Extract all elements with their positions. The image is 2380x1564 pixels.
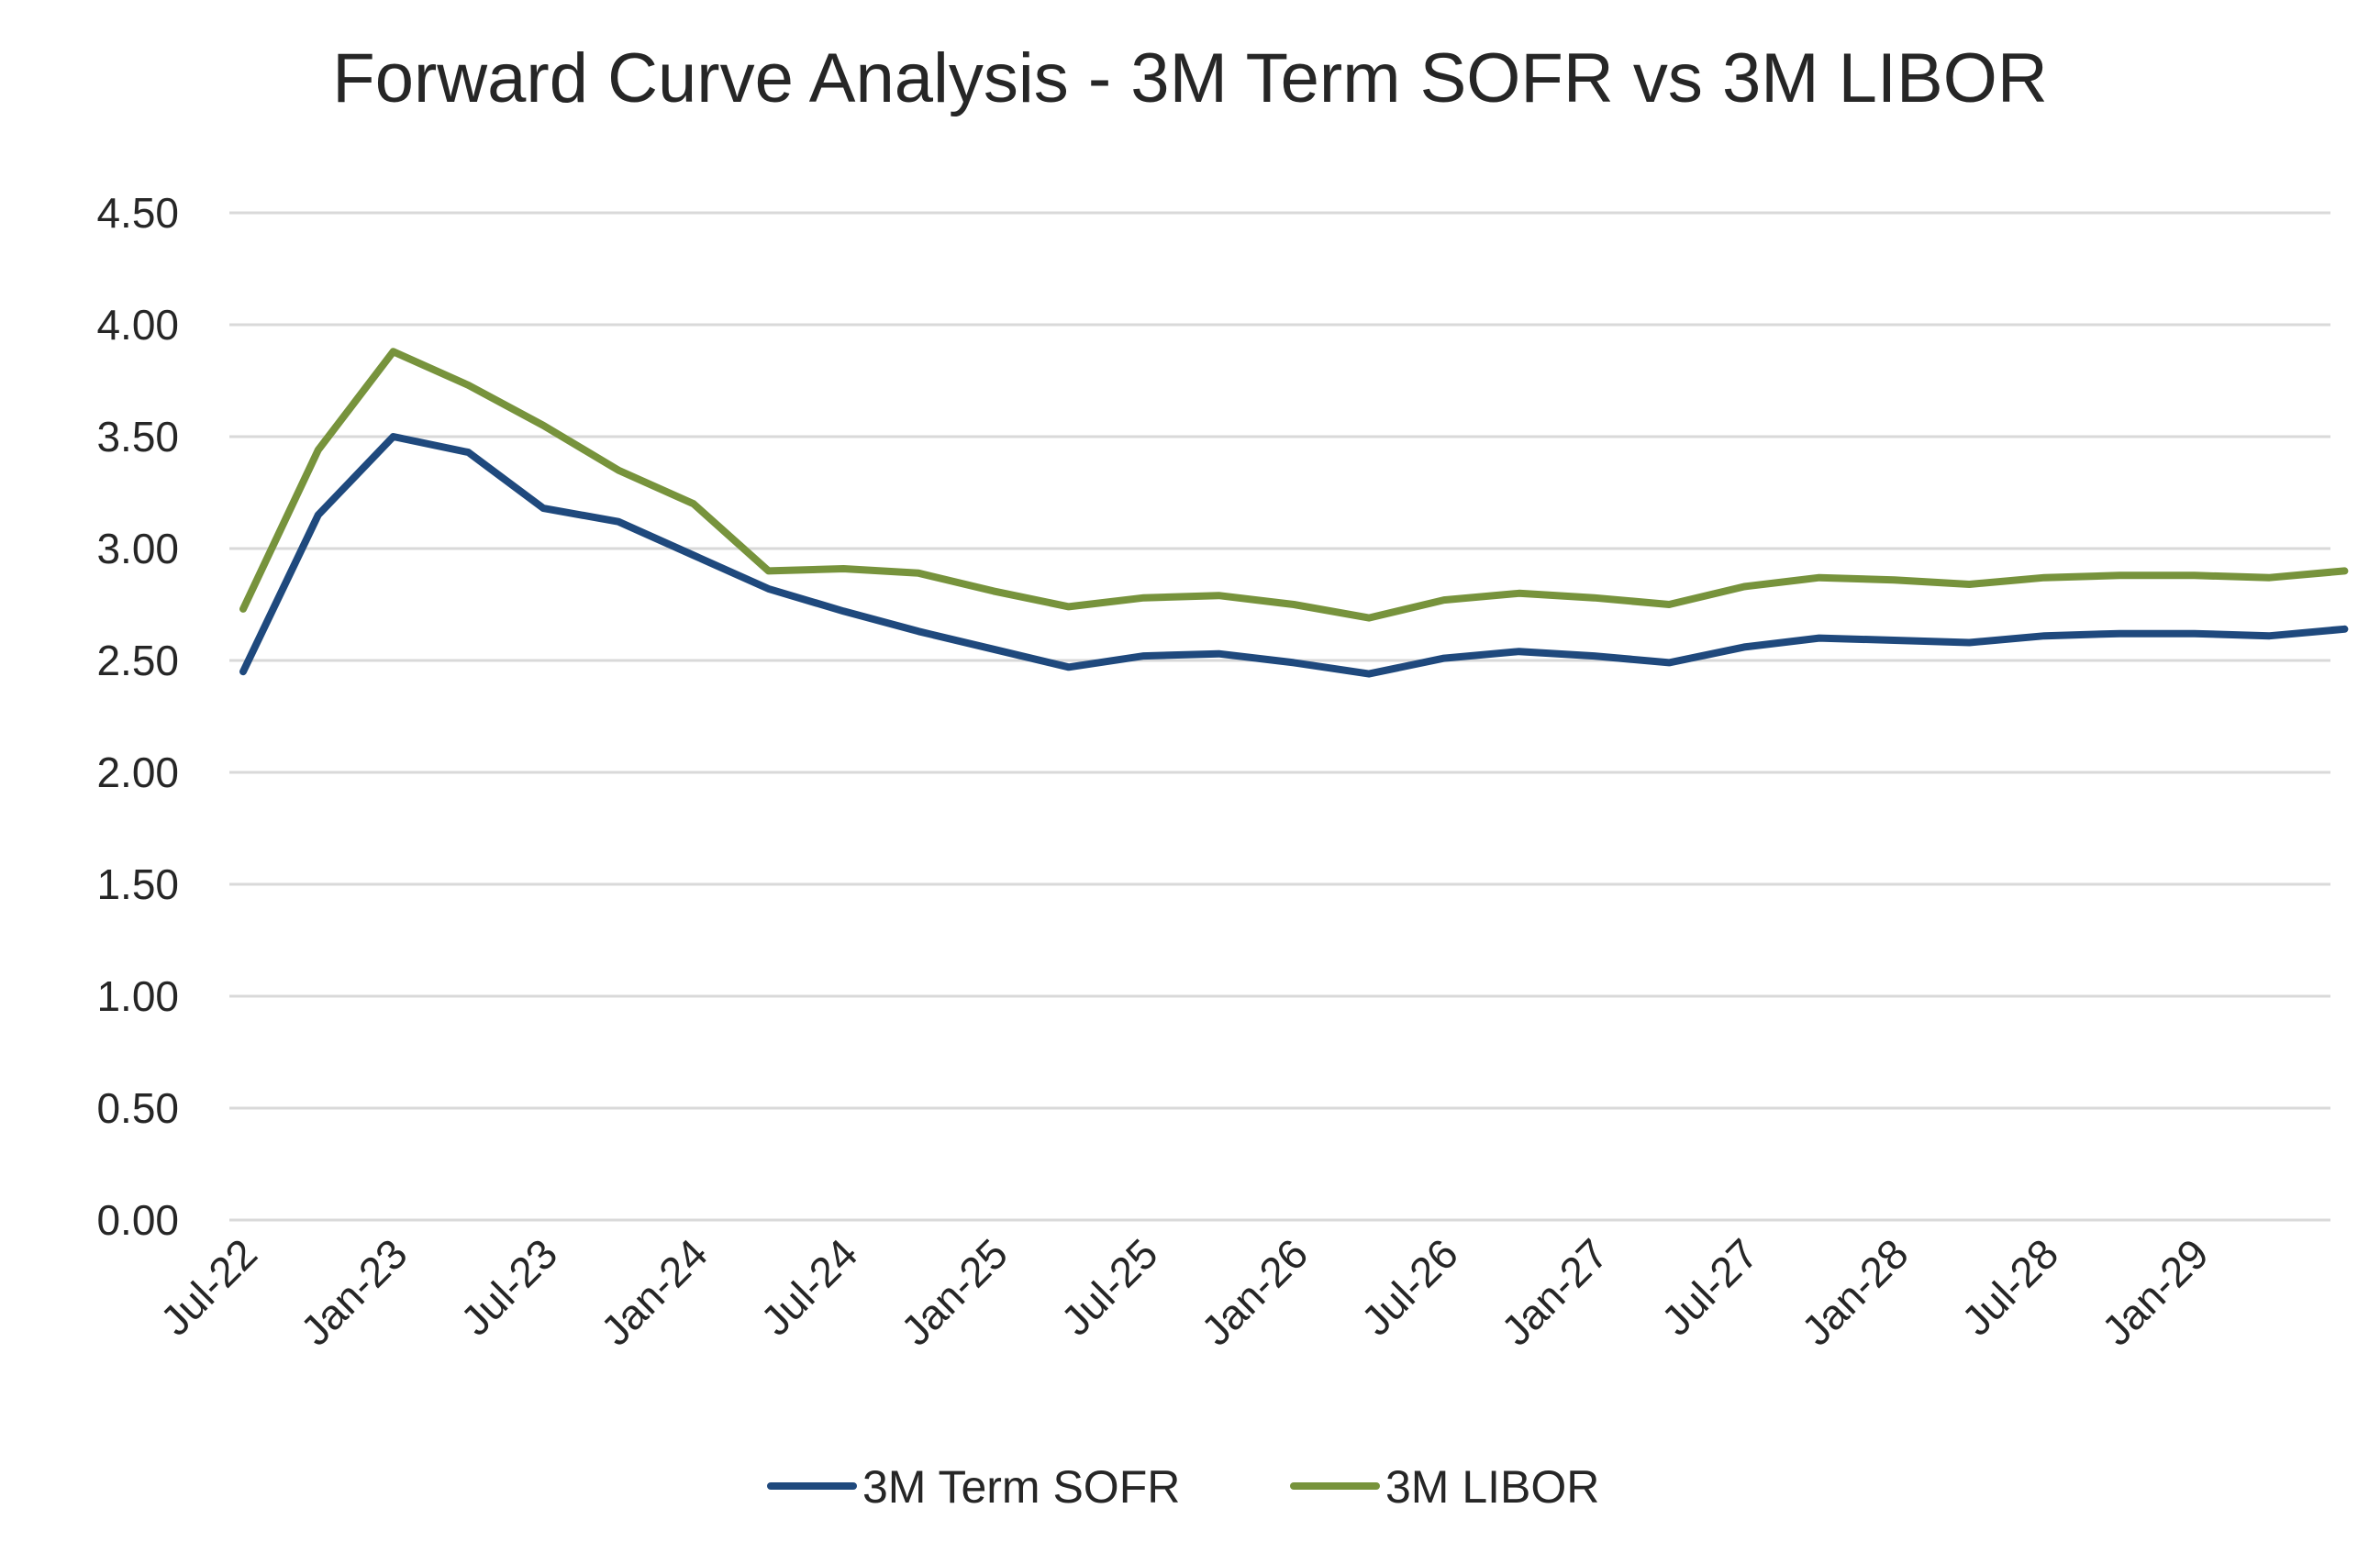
data-point xyxy=(2191,630,2198,638)
data-point xyxy=(840,565,847,572)
data-point xyxy=(464,382,472,389)
data-point xyxy=(1440,596,1448,604)
data-point xyxy=(1965,581,1973,588)
data-point xyxy=(1891,576,1898,583)
data-point xyxy=(690,551,697,559)
legend: 3M Term SOFR 3M LIBOR xyxy=(767,1461,1599,1513)
data-point xyxy=(1516,590,1523,597)
series-line xyxy=(239,433,2349,678)
series-line xyxy=(239,348,2349,622)
data-point xyxy=(239,668,247,675)
legend-label: 3M LIBOR xyxy=(1385,1461,1599,1513)
y-tick-label: 4.00 xyxy=(96,301,179,349)
data-point xyxy=(915,570,922,577)
y-tick-label: 4.50 xyxy=(96,189,179,237)
data-point xyxy=(1290,601,1297,608)
data-point xyxy=(315,447,322,454)
x-tick-label: Jul-23 xyxy=(451,1229,566,1344)
data-point xyxy=(315,511,322,518)
data-point xyxy=(2116,571,2123,579)
data-point xyxy=(1816,574,1823,582)
data-point xyxy=(1516,648,1523,655)
data-point xyxy=(2041,574,2048,582)
y-tick-label: 3.50 xyxy=(96,413,179,460)
data-point xyxy=(915,627,922,635)
data-point xyxy=(390,348,397,355)
data-point xyxy=(1590,594,1597,602)
data-point xyxy=(1665,601,1673,608)
x-tick-label: Jan-25 xyxy=(892,1229,1017,1354)
data-point xyxy=(539,505,547,512)
data-point xyxy=(390,433,397,440)
series-layer xyxy=(239,348,2349,678)
x-tick-label: Jan-23 xyxy=(291,1229,416,1354)
data-point xyxy=(2191,571,2198,579)
data-point xyxy=(990,646,997,653)
data-point xyxy=(1065,663,1073,671)
data-point xyxy=(2266,632,2274,639)
data-point xyxy=(2341,626,2348,633)
data-point xyxy=(2041,632,2048,639)
data-point xyxy=(1816,635,1823,642)
data-point xyxy=(690,500,697,507)
x-axis: Jul-22 Jan-23 Jul-23 Jan-24 Jul-24 Jan-25 Jul-… xyxy=(151,1229,2218,1354)
x-tick-label: Jul-24 xyxy=(751,1229,866,1344)
data-point xyxy=(1590,652,1597,660)
data-point xyxy=(1365,615,1373,622)
data-point xyxy=(464,449,472,456)
data-point xyxy=(1965,638,1973,646)
series-term-sofr xyxy=(239,433,2349,678)
data-point xyxy=(840,607,847,615)
data-point xyxy=(2266,574,2274,582)
y-tick-label: 3.00 xyxy=(96,525,179,572)
x-tick-label: Jul-22 xyxy=(151,1229,266,1344)
data-point xyxy=(2116,630,2123,638)
data-point xyxy=(1215,650,1222,658)
data-point xyxy=(239,605,247,613)
x-tick-label: Jul-25 xyxy=(1051,1229,1166,1344)
x-tick-label: Jan-29 xyxy=(2093,1229,2218,1354)
data-point xyxy=(990,587,997,594)
y-tick-label: 2.50 xyxy=(96,637,179,684)
gridlines xyxy=(229,211,2330,1222)
y-tick-label: 2.00 xyxy=(96,749,179,796)
data-point xyxy=(765,585,773,593)
data-point xyxy=(1741,643,1748,650)
data-point xyxy=(1290,659,1297,666)
x-tick-label: Jan-27 xyxy=(1492,1229,1617,1354)
y-tick-label: 1.50 xyxy=(96,860,179,908)
x-tick-label: Jan-28 xyxy=(1792,1229,1917,1354)
legend-label: 3M Term SOFR xyxy=(862,1461,1180,1513)
y-axis: 0.00 0.50 1.00 1.50 2.00 2.50 3.00 3.50 4.00 4.50 xyxy=(96,189,179,1244)
data-point xyxy=(615,467,622,474)
x-tick-label: Jan-26 xyxy=(1192,1229,1317,1354)
data-point xyxy=(539,422,547,429)
legend-item: 3M LIBOR xyxy=(1290,1461,1599,1513)
data-point xyxy=(1140,652,1148,660)
data-point xyxy=(1140,594,1148,602)
data-point xyxy=(1891,637,1898,644)
x-tick-label: Jul-27 xyxy=(1652,1229,1767,1344)
data-point xyxy=(2341,567,2348,574)
x-tick-label: Jul-28 xyxy=(1952,1229,2067,1344)
data-point xyxy=(1440,655,1448,662)
y-tick-label: 0.50 xyxy=(96,1084,179,1132)
series-libor xyxy=(239,348,2349,622)
data-point xyxy=(765,567,773,574)
x-tick-label: Jul-26 xyxy=(1352,1229,1467,1344)
data-point xyxy=(615,518,622,526)
y-tick-label: 1.00 xyxy=(96,972,179,1020)
data-point xyxy=(1365,671,1373,678)
x-tick-label: Jan-24 xyxy=(592,1229,717,1354)
legend-item: 3M Term SOFR xyxy=(767,1461,1180,1513)
chart-title: Forward Curve Analysis - 3M Term SOFR vs… xyxy=(332,39,2048,117)
y-tick-label: 0.00 xyxy=(96,1196,179,1244)
data-point xyxy=(1215,592,1222,599)
data-point xyxy=(1741,582,1748,590)
data-point xyxy=(1665,659,1673,666)
data-point xyxy=(1065,603,1073,610)
